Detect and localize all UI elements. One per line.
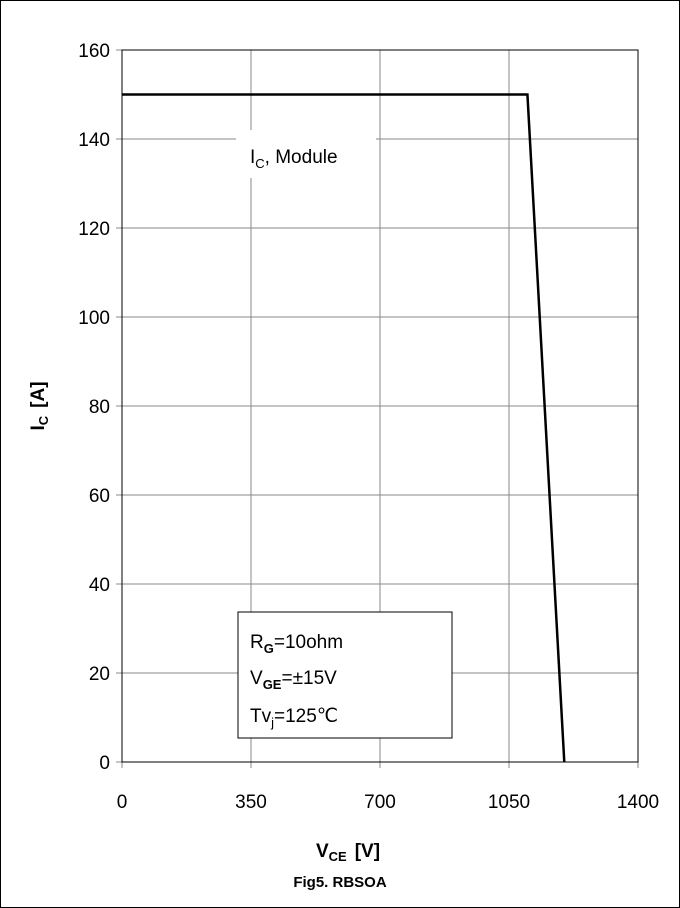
- condition-rg-main: R: [250, 632, 264, 653]
- y-tick-label: 80: [89, 397, 110, 418]
- conditions-box: [237, 611, 453, 739]
- x-axis-title-sub: CE: [329, 849, 347, 864]
- x-tick-label: 700: [364, 792, 396, 813]
- y-tick-labels: 0 20 40 60 80 100 120 140 160: [78, 41, 110, 774]
- x-tick-label: 1400: [617, 792, 659, 813]
- condition-tvj-sub: j: [270, 715, 274, 730]
- y-axis-title-sub: C: [36, 415, 51, 425]
- y-axis-title: IC [A]: [28, 381, 51, 430]
- y-tick-label: 100: [78, 308, 110, 329]
- condition-rg-sub: G: [264, 641, 274, 656]
- y-tick-label: 0: [99, 753, 110, 774]
- condition-vge: VGE=±15V: [250, 668, 337, 692]
- y-axis-title-main: I: [28, 425, 49, 430]
- condition-vge-rest: =±15V: [281, 668, 337, 689]
- condition-tvj-main: Tv: [250, 706, 272, 727]
- x-axis-title-main: V: [316, 841, 329, 862]
- plot-area-border: [121, 49, 639, 763]
- condition-rg-rest: =10ohm: [274, 632, 343, 653]
- condition-vge-main: V: [250, 668, 263, 689]
- series-label: IC, Module: [250, 147, 338, 171]
- y-tick-label: 140: [78, 130, 110, 151]
- y-tick-label: 40: [89, 575, 110, 596]
- x-tick-labels: 0 350 700 1050 1400: [117, 792, 659, 813]
- condition-tvj-rest: =125℃: [274, 706, 338, 727]
- series-line-ic-module: [122, 93, 566, 763]
- x-tick-label: 350: [235, 792, 267, 813]
- series-label-sub: C: [255, 156, 264, 171]
- series-label-rest: , Module: [265, 147, 338, 168]
- y-tick-label: 60: [89, 486, 110, 507]
- x-tick-label: 1050: [488, 792, 530, 813]
- y-tick-label: 160: [78, 41, 110, 62]
- y-tick-label: 20: [89, 664, 110, 685]
- condition-rg: RG=10ohm: [250, 632, 343, 656]
- series-label-main: I: [250, 147, 255, 168]
- x-axis-title-unit: [V]: [355, 841, 380, 862]
- figure-caption: Fig5. RBSOA: [293, 874, 387, 891]
- x-tick-label: 0: [117, 792, 128, 813]
- condition-tvj: Tvj=125℃: [250, 706, 338, 730]
- x-axis-title: VCE [V]: [316, 841, 380, 864]
- y-tick-label: 120: [78, 219, 110, 240]
- y-axis-title-unit: [A]: [28, 381, 49, 407]
- condition-vge-sub: GE: [263, 677, 282, 692]
- series-label-box: [236, 130, 376, 178]
